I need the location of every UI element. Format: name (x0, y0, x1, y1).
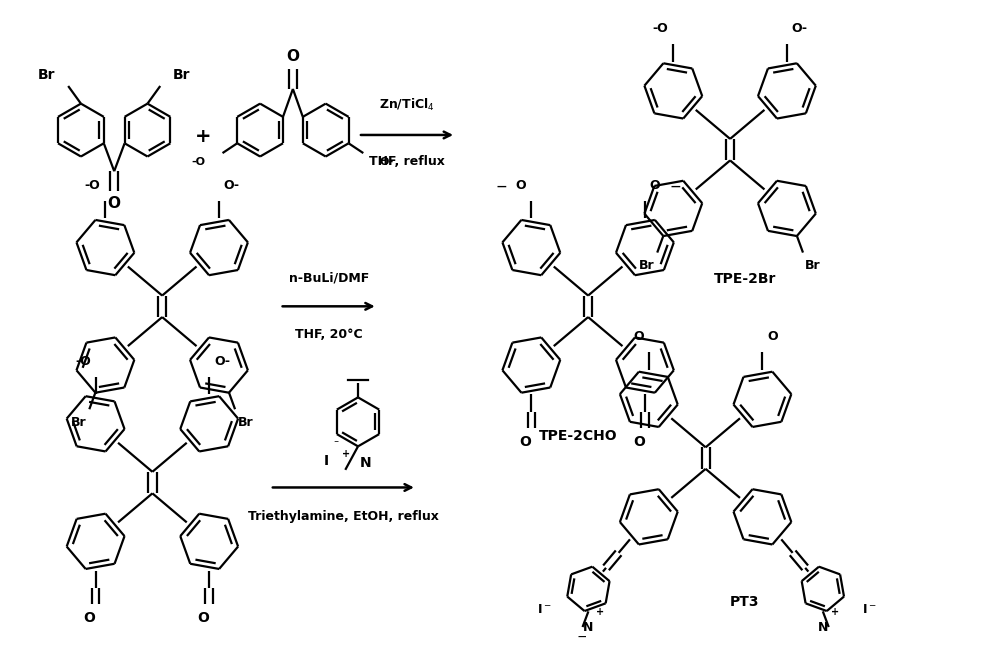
Text: O: O (516, 179, 526, 192)
Text: O-: O- (214, 355, 230, 368)
Text: O-: O- (224, 179, 240, 192)
Text: -O: -O (75, 355, 91, 368)
Text: +: + (831, 608, 839, 617)
Text: Br: Br (805, 259, 821, 272)
Text: THF, reflux: THF, reflux (369, 155, 445, 168)
Text: Br: Br (38, 68, 55, 82)
Text: O: O (633, 330, 644, 342)
Text: THF, 20°C: THF, 20°C (295, 328, 362, 341)
Text: I$^-$: I$^-$ (537, 603, 552, 616)
Text: +: + (342, 450, 350, 459)
Text: O: O (650, 179, 660, 192)
Text: O: O (197, 611, 209, 625)
Text: -O: -O (192, 157, 206, 167)
Text: O: O (84, 611, 96, 625)
Text: Br: Br (173, 68, 191, 82)
Text: Zn/TiCl$_4$: Zn/TiCl$_4$ (379, 97, 435, 114)
Text: O: O (767, 330, 778, 342)
Text: ⁻: ⁻ (333, 439, 338, 450)
Text: O-: O- (792, 22, 808, 35)
Text: O: O (633, 435, 645, 448)
Text: —: — (496, 182, 506, 192)
Text: —: — (670, 182, 680, 192)
Text: O: O (286, 49, 299, 64)
Text: Br: Br (639, 259, 655, 272)
Text: n-BuLi/DMF: n-BuLi/DMF (289, 272, 369, 285)
Text: O-: O- (380, 157, 394, 167)
Text: Triethylamine, EtOH, reflux: Triethylamine, EtOH, reflux (248, 510, 439, 523)
Text: N: N (360, 456, 372, 470)
Text: N: N (583, 621, 594, 634)
Text: I: I (324, 454, 329, 468)
Text: I$^-$: I$^-$ (862, 603, 877, 616)
Text: O: O (519, 435, 531, 448)
Text: +: + (596, 608, 604, 617)
Text: -O: -O (653, 22, 668, 35)
Text: +: + (195, 128, 212, 146)
Text: PT3: PT3 (730, 595, 760, 609)
Text: TPE-2CHO: TPE-2CHO (539, 429, 618, 442)
Text: Br: Br (71, 415, 87, 429)
Text: N: N (818, 621, 828, 634)
Text: O: O (108, 196, 121, 211)
Text: TPE-2Br: TPE-2Br (714, 272, 776, 286)
Text: -O: -O (85, 179, 100, 192)
Text: Br: Br (237, 415, 253, 429)
Text: —: — (577, 633, 586, 642)
